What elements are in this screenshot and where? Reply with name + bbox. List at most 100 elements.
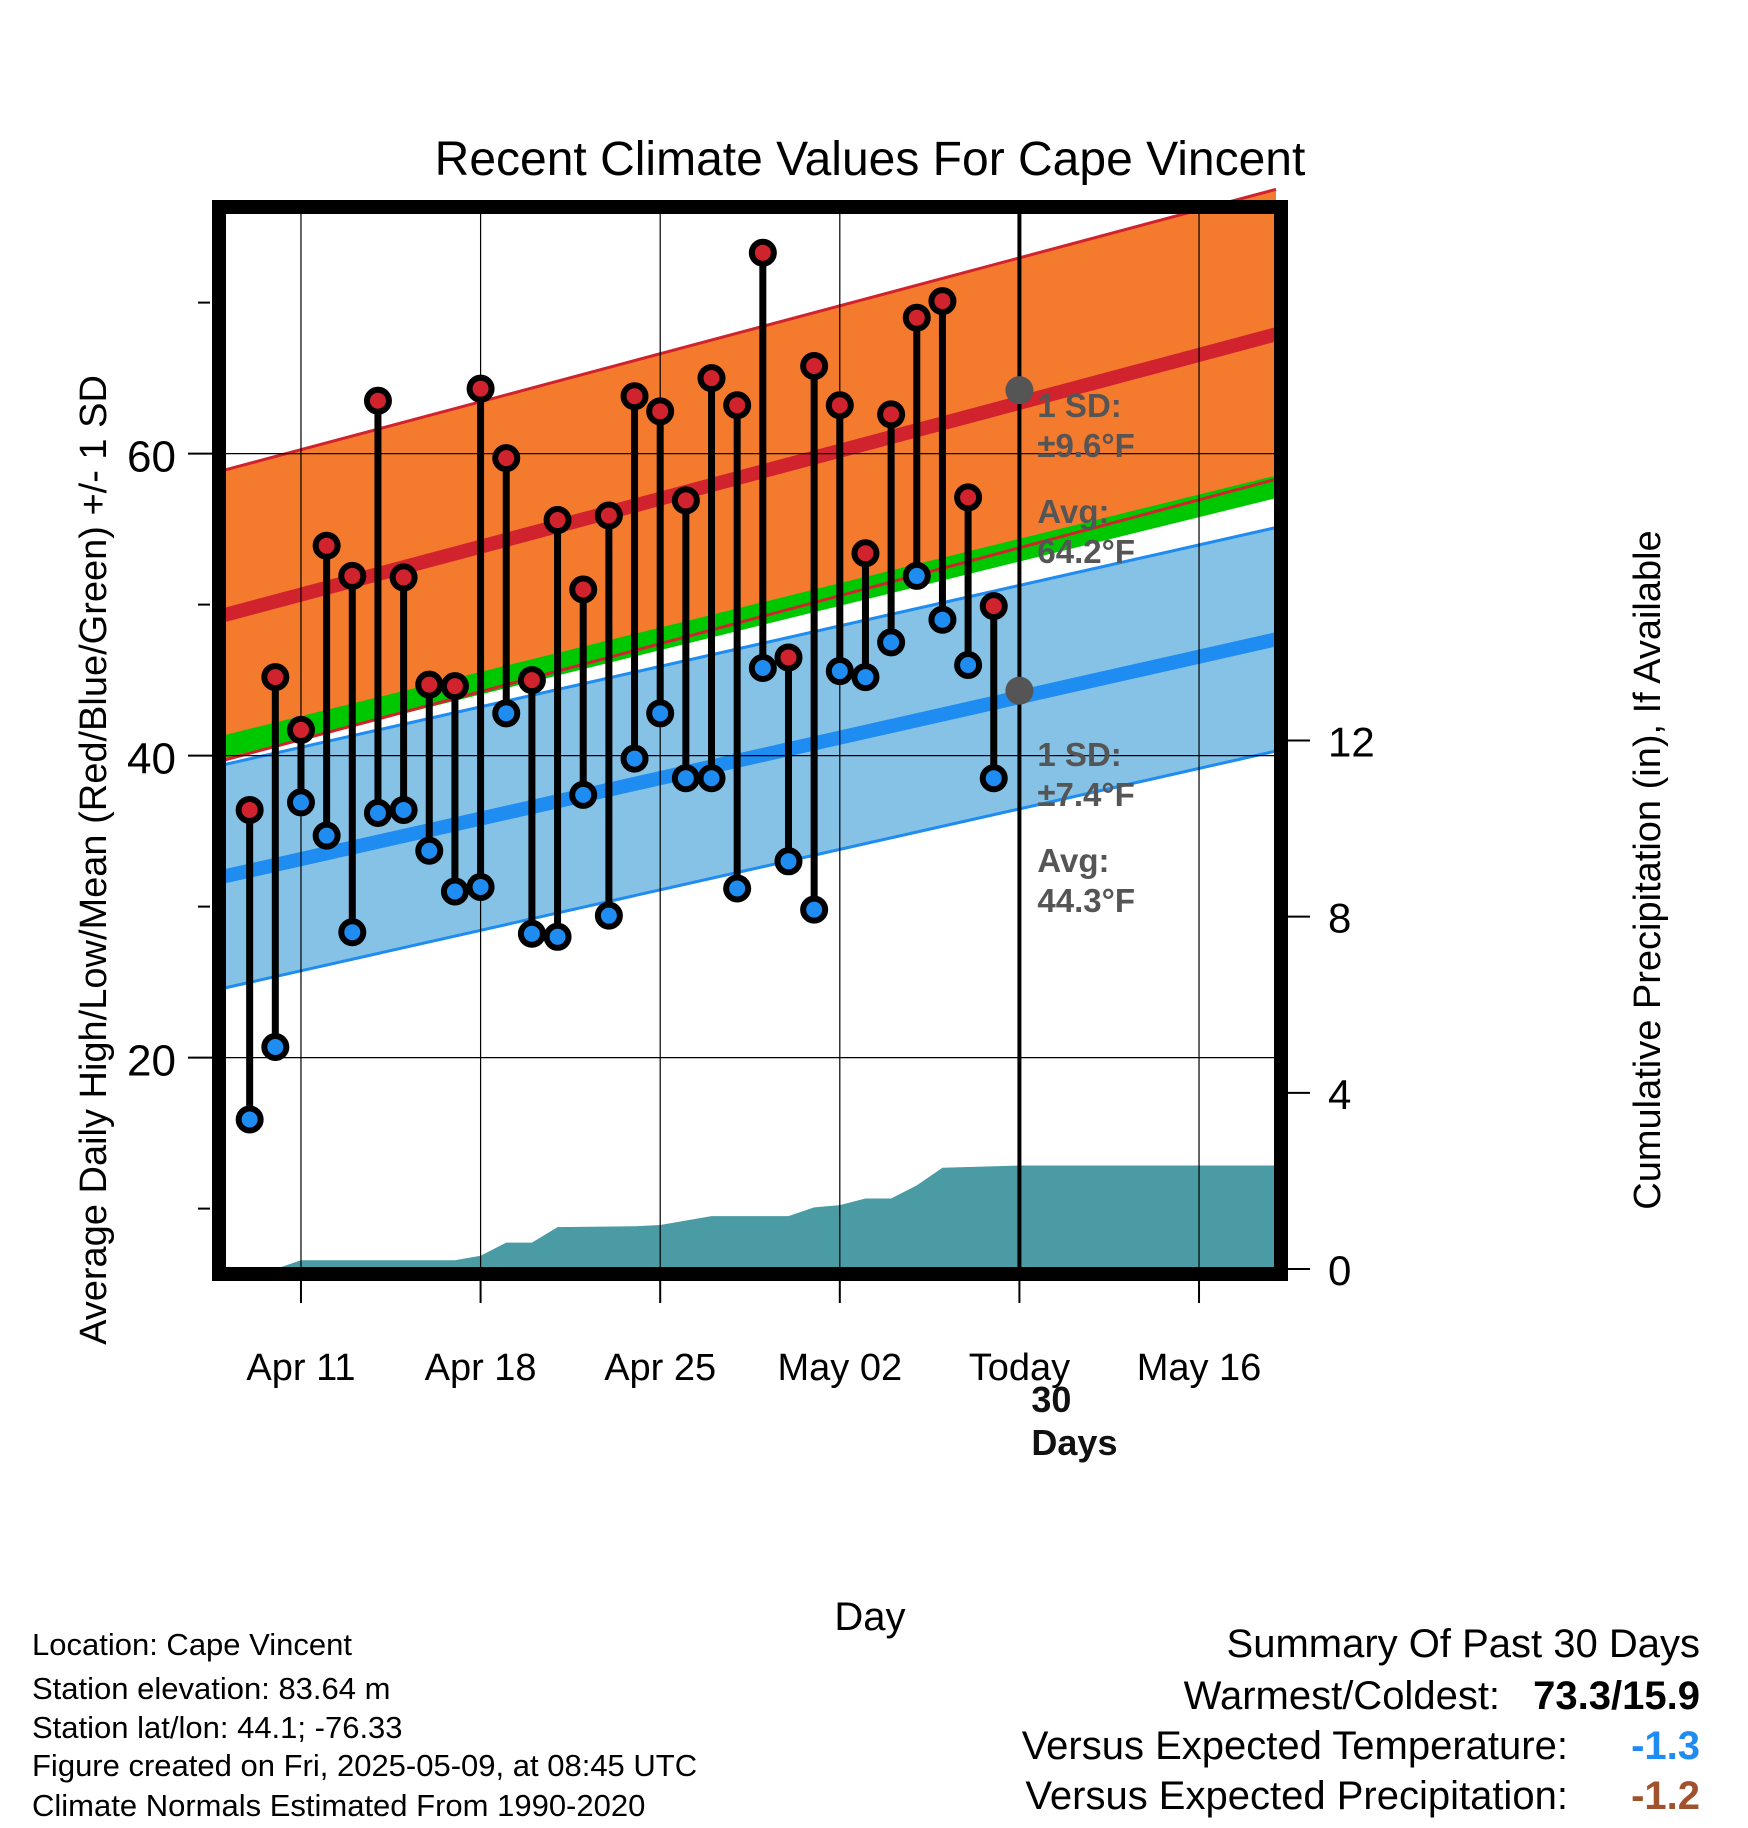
- daily-high-point: [800, 352, 829, 381]
- daily-high-point: [440, 672, 469, 701]
- daily-low-point: [954, 651, 983, 679]
- daily-low-point: [800, 895, 829, 924]
- low-band-lower-edge: [223, 749, 1277, 990]
- daily-high-point: [902, 303, 931, 332]
- daily-high-point: [928, 287, 957, 316]
- daily-high-point: [338, 561, 367, 590]
- daily-low-point: [748, 654, 777, 683]
- normals-source-text: Climate Normals Estimated From 1990-2020: [32, 1788, 646, 1823]
- daily-low-point: [774, 847, 803, 876]
- y-tick-label: 60: [127, 433, 176, 482]
- y2-tick-label: 12: [1328, 719, 1375, 766]
- high-band-upper-edge: [223, 187, 1277, 472]
- daily-high-point: [825, 391, 854, 420]
- daily-high-point: [415, 670, 444, 699]
- low-normal-line: [222, 632, 1278, 884]
- daily-high-point: [466, 374, 495, 403]
- high-sd-label: 1 SD:: [1037, 387, 1121, 424]
- daily-low-point: [517, 919, 546, 948]
- daily-high-point: [979, 592, 1008, 621]
- y-tick-label: 40: [127, 735, 176, 784]
- daily-high-point: [954, 483, 983, 512]
- warmest-label: Warmest/Coldest:: [1183, 1674, 1501, 1718]
- x-axis-label: Day: [834, 1595, 905, 1639]
- daily-low-point: [979, 764, 1008, 793]
- daily-low-point: [312, 821, 341, 850]
- daily-low-point: [671, 764, 700, 793]
- daily-low-point: [851, 663, 880, 692]
- location-text: Location: Cape Vincent: [32, 1627, 352, 1662]
- daily-high-point: [312, 531, 341, 560]
- daily-high-point: [517, 666, 546, 695]
- daily-low-point: [569, 780, 598, 809]
- daily-high-point: [492, 444, 521, 473]
- daily-high-point: [697, 364, 726, 393]
- x-tick-label: Apr 18: [425, 1347, 537, 1389]
- created-text: Figure created on Fri, 2025-05-09, at 08…: [32, 1748, 698, 1783]
- daily-high-point: [569, 575, 598, 604]
- daily-high-point: [235, 795, 264, 824]
- daily-low-point: [902, 561, 931, 590]
- low-avg-marker: [1005, 676, 1034, 705]
- daily-high-point: [748, 238, 777, 267]
- daily-high-point: [646, 397, 675, 426]
- elevation-text: Station elevation: 83.64 m: [32, 1671, 391, 1706]
- precip-anomaly-value: -1.2: [1631, 1774, 1700, 1818]
- summary-title: Summary Of Past 30 Days: [1226, 1622, 1700, 1666]
- low-sd-value: ±7.4°F: [1037, 776, 1134, 813]
- x-tick-label: May 16: [1137, 1347, 1262, 1389]
- daily-high-point: [774, 643, 803, 672]
- high-avg-value: 64.2°F: [1037, 533, 1135, 570]
- daily-low-point: [492, 699, 521, 728]
- x-tick-label: Apr 11: [246, 1347, 355, 1389]
- chart-title: Recent Climate Values For Cape Vincent: [435, 133, 1306, 186]
- low-avg-label: Avg:: [1037, 842, 1109, 879]
- daily-high-point: [389, 563, 418, 592]
- daily-low-point: [723, 874, 752, 903]
- precip-anomaly-label: Versus Expected Precipitation:: [1025, 1774, 1568, 1818]
- daily-low-point: [928, 605, 957, 634]
- daily-low-point: [440, 877, 469, 906]
- high-sd-value: ±9.6°F: [1037, 427, 1134, 464]
- daily-low-point: [389, 795, 418, 824]
- daily-low-point: [543, 922, 572, 951]
- daily-low-point: [646, 699, 675, 728]
- low-band-upper-edge: [223, 526, 1277, 767]
- y2-tick-label: 8: [1328, 895, 1351, 942]
- high-avg-label: Avg:: [1037, 493, 1109, 530]
- mean-normal-line: [221, 476, 1279, 758]
- daily-low-point: [235, 1105, 264, 1134]
- daily-low-point: [415, 836, 444, 865]
- daily-low-point: [466, 872, 495, 901]
- daily-high-point: [543, 506, 572, 535]
- daily-low-point: [877, 628, 906, 657]
- daily-low-point: [286, 788, 315, 817]
- temp-anomaly-row: Versus Expected Temperature: -1.3: [1022, 1724, 1700, 1769]
- y2-tick-label: 4: [1328, 1071, 1351, 1118]
- y2-tick-label: 0: [1328, 1247, 1351, 1294]
- daily-low-point: [363, 798, 392, 827]
- warmest-value: 73.3/15.9: [1533, 1674, 1700, 1718]
- precip-anomaly-row: Versus Expected Precipitation: -1.2: [1025, 1774, 1700, 1819]
- low-avg-value: 44.3°F: [1037, 882, 1135, 919]
- daily-low-point: [697, 764, 726, 793]
- daily-high-point: [261, 663, 290, 692]
- daily-high-point: [620, 382, 649, 411]
- daily-high-point: [877, 400, 906, 429]
- daily-high-point: [594, 501, 623, 530]
- y-tick-label: 20: [127, 1037, 176, 1086]
- x-tick-label: May 02: [777, 1347, 902, 1389]
- daily-high-point: [286, 715, 315, 744]
- daily-low-point: [338, 918, 367, 947]
- daily-high-point: [723, 391, 752, 420]
- latlon-text: Station lat/lon: 44.1; -76.33: [32, 1710, 403, 1745]
- daily-low-point: [261, 1033, 290, 1062]
- temp-anomaly-label: Versus Expected Temperature:: [1021, 1724, 1568, 1768]
- precip-days-number: 30: [1031, 1379, 1071, 1420]
- x-tick-label: Today: [969, 1347, 1070, 1389]
- precip-days-label: Days: [1031, 1422, 1117, 1463]
- precip-area: [224, 1165, 1276, 1269]
- daily-low-point: [594, 901, 623, 930]
